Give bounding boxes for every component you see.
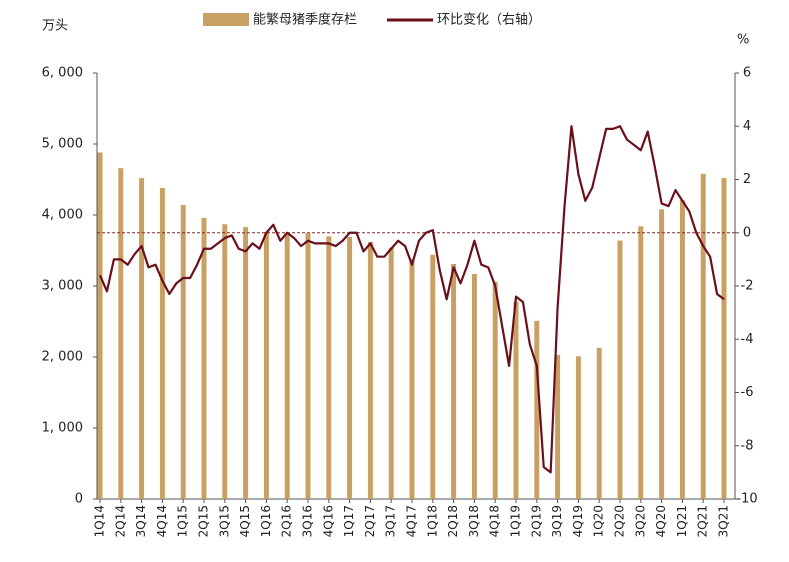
y2-axis-unit: % — [737, 33, 749, 48]
bar — [118, 168, 124, 499]
y2-tick-label: -2 — [741, 279, 754, 294]
bar — [513, 301, 519, 499]
x-tick-label: 3Q21 — [717, 505, 731, 537]
bar — [659, 209, 665, 499]
y-tick-label: 0 — [75, 492, 83, 507]
bar — [409, 259, 415, 499]
bar — [347, 237, 353, 499]
x-tick-label: 2Q14 — [113, 505, 127, 537]
line — [98, 125, 725, 474]
y2-tick-label: 2 — [743, 172, 751, 187]
bar — [638, 226, 644, 500]
y-tick-label: 1, 000 — [42, 421, 83, 436]
x-tick-label: 3Q16 — [301, 505, 315, 537]
y2-tick-label: -10 — [736, 492, 757, 507]
bar — [596, 347, 602, 499]
bar — [222, 224, 228, 500]
y-axis-unit: 万头 — [42, 19, 68, 34]
bar — [263, 232, 269, 500]
x-tick-label: 4Q18 — [488, 505, 502, 537]
x-tick-label: 2Q20 — [613, 505, 627, 537]
bar — [471, 273, 477, 499]
bar — [555, 354, 561, 499]
x-tick-label: 2Q15 — [197, 505, 211, 537]
bar — [139, 178, 145, 499]
bar — [367, 241, 373, 500]
bar — [159, 188, 165, 499]
x-tick-label: 3Q19 — [550, 505, 564, 537]
bar — [679, 200, 685, 499]
x-tick-label: 3Q14 — [134, 505, 148, 537]
x-tick-label: 4Q19 — [571, 505, 585, 537]
x-tick-label: 3Q15 — [217, 505, 231, 537]
bar — [534, 320, 540, 499]
legend-swatch — [203, 13, 249, 26]
x-tick-label: 1Q18 — [425, 505, 439, 537]
y-tick-label: 4, 000 — [42, 208, 83, 223]
bar — [388, 247, 394, 499]
x-tick-label: 1Q14 — [93, 505, 107, 537]
bar — [617, 240, 623, 499]
bar — [721, 178, 727, 499]
bar — [201, 217, 207, 499]
x-tick-label: 4Q17 — [405, 505, 419, 537]
bar — [284, 234, 290, 499]
y2-tick-label: -8 — [741, 438, 754, 453]
y2-tick-label: 6 — [743, 66, 751, 81]
x-tick-label: 4Q14 — [155, 505, 169, 537]
legend-label: 环比变化（右轴） — [437, 12, 541, 28]
x-tick-label: 2Q18 — [446, 505, 460, 537]
x-tick-label: 2Q16 — [280, 505, 294, 537]
x-tick-label: 1Q16 — [259, 505, 273, 537]
x-tick-label: 3Q20 — [633, 505, 647, 537]
y-tick-label: 2, 000 — [42, 350, 83, 365]
bar — [180, 205, 186, 499]
x-tick-label: 3Q18 — [467, 505, 481, 537]
y-tick-label: 6, 000 — [42, 66, 83, 81]
x-tick-label: 2Q21 — [696, 505, 710, 537]
x-tick-label: 4Q16 — [321, 505, 335, 537]
x-tick-label: 4Q15 — [238, 505, 252, 537]
y-tick-label: 5, 000 — [42, 137, 83, 152]
x-tick-label: 2Q19 — [529, 505, 543, 537]
bar — [430, 254, 436, 499]
bar — [700, 173, 706, 499]
bar — [326, 236, 332, 500]
legend-label: 能繁母猪季度存栏 — [253, 12, 357, 28]
bar — [451, 263, 457, 499]
bar — [243, 227, 249, 499]
x-tick-label: 1Q17 — [342, 505, 356, 537]
x-tick-label: 1Q19 — [509, 505, 523, 537]
x-tick-label: 1Q21 — [675, 505, 689, 537]
x-tick-label: 1Q15 — [176, 505, 190, 537]
y2-tick-label: 0 — [743, 225, 751, 240]
bar — [97, 152, 103, 499]
y2-tick-label: 4 — [743, 119, 751, 134]
x-tick-label: 4Q20 — [654, 505, 668, 537]
x-tick-label: 3Q17 — [384, 505, 398, 537]
x-tick-label: 1Q20 — [592, 505, 606, 537]
bar — [492, 281, 498, 499]
x-tick-label: 2Q17 — [363, 505, 377, 537]
y-tick-label: 3, 000 — [42, 279, 83, 294]
y2-tick-label: -6 — [741, 385, 754, 400]
bar — [575, 356, 581, 499]
y2-tick-label: -4 — [741, 332, 754, 347]
bar — [305, 233, 311, 499]
